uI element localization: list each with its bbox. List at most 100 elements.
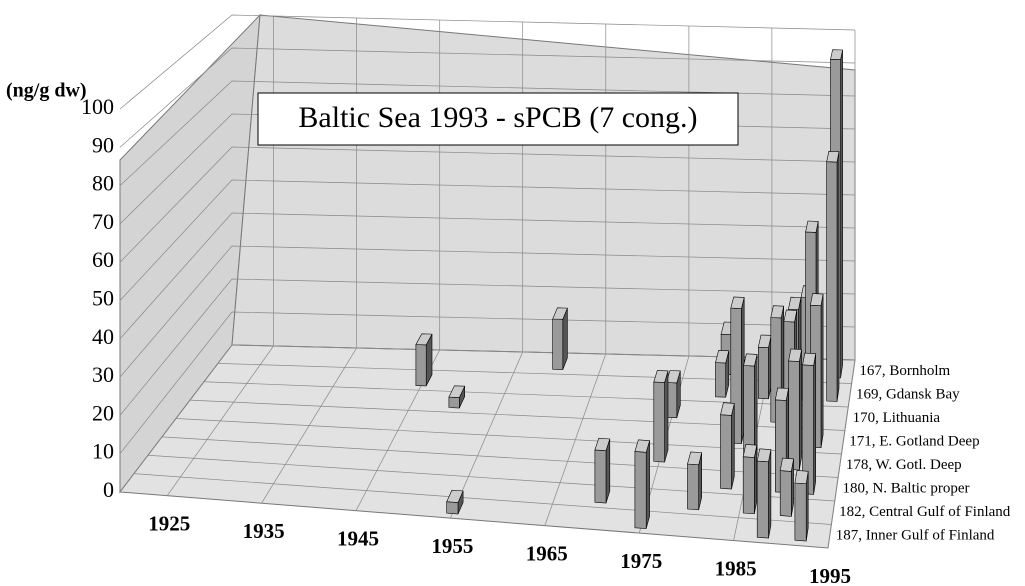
bar [448,385,466,409]
bar-top [730,296,745,310]
bar-front [448,396,460,409]
y-tick-label: 80 [92,171,114,196]
bar-side [645,440,650,529]
bar-front [757,346,769,400]
bar-top [594,437,611,452]
floor-line [133,473,832,525]
chart-title: Baltic Sea 1993 - sPCB (7 cong.) [298,101,697,134]
legend-label: 180, N. Baltic proper [842,481,969,497]
bar [594,437,611,504]
legend-label: 178, W. Gotl. Deep [846,457,962,473]
grid-line [119,80,856,186]
bar [788,348,802,471]
y-tick-label: 70 [92,209,114,234]
bar-side [820,294,824,448]
legend-label: 170, Lithuania [853,410,941,426]
bar-top [448,385,466,398]
bar [687,451,703,511]
grid-line [119,146,856,263]
bar-front [826,161,838,402]
grid-line [119,278,856,416]
bar-top [653,370,669,383]
bar-top [742,444,758,458]
legend-label: 169, Gdansk Bay [856,387,960,403]
y-axis-label: (ng/g dw) [6,80,87,102]
bar-top [743,353,758,367]
bar [715,350,730,398]
x-tick-label: 1945 [337,526,379,550]
bar-top [756,448,772,463]
bar-top [826,150,840,163]
grid-line [119,14,856,110]
bar-front [415,344,427,387]
bar [666,370,681,419]
y-tick-label: 100 [81,94,114,119]
bar-side [731,403,735,490]
y-tick-label: 90 [92,132,114,157]
bar-side [798,349,802,471]
bar-top [715,350,730,364]
bar-top [779,457,794,472]
bar-front [720,414,732,490]
bar [802,352,817,495]
bar-front [742,456,755,515]
bar [415,333,433,387]
y-tick-label: 0 [103,477,114,502]
bar-top [770,305,785,319]
bar [757,334,772,400]
bar-front [446,501,459,515]
floor-line [147,454,835,502]
bar-side [664,370,669,463]
grid-line [119,245,856,378]
bar-top [774,387,789,401]
bar-front [715,362,727,398]
bar-front [653,381,665,463]
bar-side [813,353,817,495]
bar-front [756,460,769,539]
bar-top [783,309,798,323]
bar [720,402,735,490]
bar [779,457,794,517]
bar-top [802,352,817,366]
bar-top [830,49,843,60]
bar [826,150,840,402]
y-tick-label: 20 [92,400,114,425]
y-tick-label: 50 [92,286,114,311]
bar [552,307,568,370]
bar [653,370,669,463]
y-tick-label: 40 [92,324,114,349]
bar-top [788,296,802,311]
y-tick-label: 30 [92,362,114,387]
bar-top [720,402,735,416]
x-tick-label: 1975 [620,549,662,573]
bar [756,448,772,539]
x-tick-label: 1935 [243,519,285,543]
bar-front [687,463,700,511]
bar-top [552,307,568,320]
x-tick-label: 1985 [715,556,757,580]
bar [634,439,650,529]
bar [742,444,758,515]
bar-front [794,482,807,542]
bar-top [666,370,681,384]
bar-top [810,293,824,307]
bar-front [779,470,792,517]
bar-top [446,489,464,503]
bar [743,353,758,468]
grid-line [119,212,856,340]
bar-front [634,451,647,529]
title-box [257,92,739,146]
y-tick-label: 60 [92,247,114,272]
plot: 0 10 20 30 40 50 60 70 80 90 100 1925 1935 1945 1955 19… [81,14,1011,586]
y-tick-label: 10 [92,439,114,464]
bar-top [687,451,703,466]
bar-top [794,470,809,485]
grid-line [119,311,856,454]
legend-label: 171, E. Gotland Deep [849,434,979,450]
legend-label: 167, Bornholm [859,363,950,379]
bar-top [415,333,433,346]
bar-side [768,449,772,539]
x-tick-label: 1925 [148,512,190,536]
bar-front [552,318,564,370]
